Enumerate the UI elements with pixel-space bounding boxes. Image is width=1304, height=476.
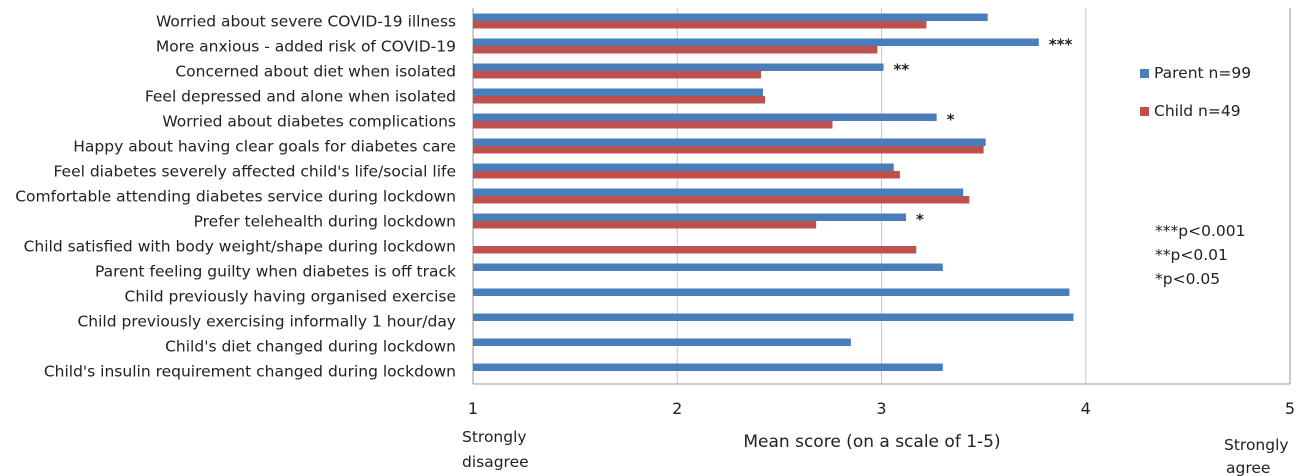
bar-child — [473, 196, 970, 204]
bar-parent — [473, 338, 851, 346]
significance-notes: ***p<0.001 **p<0.01 *p<0.05 — [1155, 222, 1245, 288]
x-tick-label: 5 — [1285, 399, 1295, 418]
x-anchor-right-line1: Strongly — [1224, 436, 1289, 454]
bar-parent — [473, 63, 884, 71]
category-label: Child previously having organised exerci… — [125, 288, 457, 306]
bar-child — [473, 221, 817, 229]
x-anchor-right-line2: agree — [1226, 459, 1270, 476]
category-label: Child satisfied with body weight/shape d… — [24, 238, 456, 256]
category-label: Feel depressed and alone when isolated — [145, 88, 456, 106]
significance-note: *p<0.05 — [1155, 270, 1220, 288]
bar-parent — [473, 313, 1074, 321]
legend: Parent n=99 Child n=49 — [1140, 64, 1251, 120]
category-label: Child's insulin requirement changed duri… — [44, 363, 456, 381]
significance-mark: * — [916, 211, 924, 229]
bar-parent — [473, 13, 988, 21]
x-axis-title: Mean score (on a scale of 1-5) — [743, 432, 1000, 452]
bar-parent — [473, 88, 764, 96]
legend-swatch — [1140, 69, 1149, 78]
x-tick-label: 1 — [468, 399, 478, 418]
bar-parent — [473, 188, 964, 196]
x-tick-label: 3 — [876, 399, 886, 418]
bar-child — [473, 246, 917, 254]
x-anchor-left-line2: disagree — [462, 453, 529, 471]
bar-child — [473, 96, 766, 104]
bar-parent — [473, 163, 894, 171]
legend-swatch — [1140, 107, 1149, 116]
category-label: Parent feeling guilty when diabetes is o… — [95, 263, 456, 281]
bar-child — [473, 21, 927, 29]
significance-mark: * — [947, 111, 955, 129]
category-label: Concerned about diet when isolated — [175, 63, 456, 81]
category-label: Comfortable attending diabetes service d… — [15, 188, 456, 206]
category-label: Happy about having clear goals for diabe… — [73, 138, 456, 156]
category-label: Child's diet changed during lockdown — [165, 338, 456, 356]
category-labels: Worried about severe COVID-19 illness Mor… — [15, 13, 456, 381]
legend-label: Parent n=99 — [1154, 64, 1251, 82]
bar-parent — [473, 288, 1070, 296]
significance-mark: ** — [894, 61, 910, 79]
x-tick-label: 2 — [672, 399, 682, 418]
x-tick-label: 4 — [1081, 399, 1091, 418]
category-label: Child previously exercising informally 1… — [77, 313, 456, 331]
category-label: Feel diabetes severely affected child's … — [53, 163, 456, 181]
category-label: Worried about diabetes complications — [162, 113, 456, 131]
category-label: Worried about severe COVID-19 illness — [156, 13, 456, 31]
bar-parent — [473, 138, 986, 146]
bar-parent — [473, 213, 907, 221]
bar-child — [473, 46, 878, 54]
significance-mark: *** — [1049, 36, 1073, 54]
bar-child — [473, 71, 761, 79]
bar-child — [473, 171, 900, 179]
bar-parent — [473, 38, 1039, 46]
bar-parent — [473, 263, 943, 271]
bar-parent — [473, 113, 937, 121]
significance-note: ***p<0.001 — [1155, 222, 1245, 240]
x-axis-ticks: 1 2 3 4 5 — [468, 399, 1295, 418]
x-anchor-left-line1: Strongly — [462, 428, 527, 446]
category-label: More anxious - added risk of COVID-19 — [156, 38, 456, 56]
bar-child — [473, 146, 984, 154]
bars: ******* — [473, 13, 1074, 371]
category-label: Prefer telehealth during lockdown — [194, 213, 456, 231]
significance-note: **p<0.01 — [1155, 246, 1228, 264]
bar-child — [473, 121, 833, 129]
bar-parent — [473, 363, 943, 371]
legend-label: Child n=49 — [1154, 102, 1241, 120]
